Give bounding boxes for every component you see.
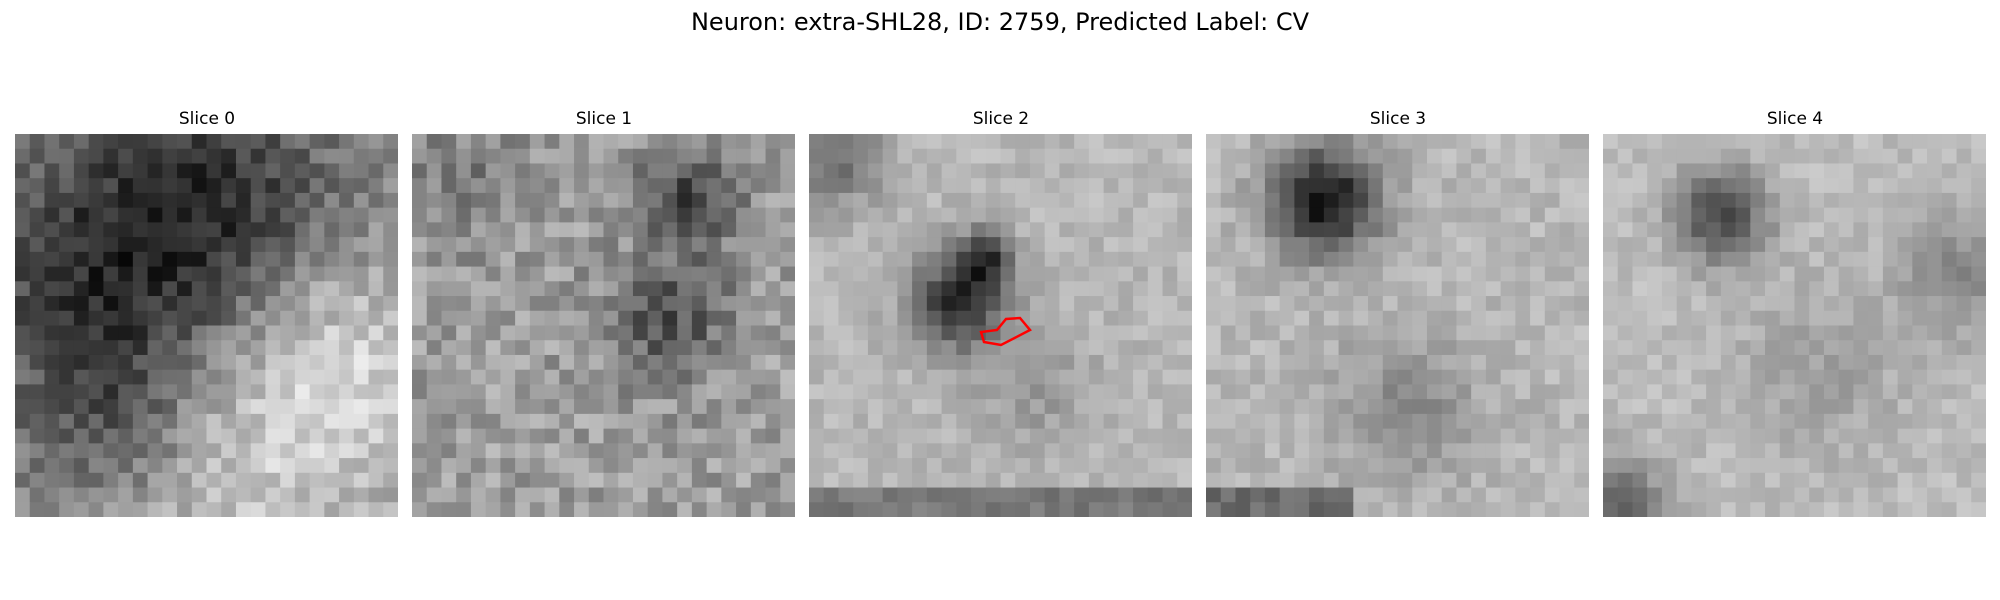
figure-title: Neuron: extra-SHL28, ID: 2759, Predicted… [690, 8, 1310, 36]
slice-title-2: Slice 2 [972, 109, 1030, 129]
annotation-outline [979, 316, 1032, 347]
slice-panel-2: Slice 2 [809, 108, 1193, 517]
slice-title-3: Slice 3 [1369, 109, 1427, 129]
slice-panel-3: Slice 3 [1206, 108, 1590, 517]
slice-title-4: Slice 4 [1766, 109, 1824, 129]
slice-image-3 [1206, 134, 1589, 517]
slice-panel-4: Slice 4 [1603, 108, 1987, 517]
slice-image-4 [1603, 134, 1986, 517]
slice-image-0 [15, 134, 398, 517]
slice-image-1 [412, 134, 795, 517]
slice-image-2 [809, 134, 1192, 517]
slice-title-1: Slice 1 [575, 109, 633, 129]
slice-panel-1: Slice 1 [412, 108, 796, 517]
slice-panel-0: Slice 0 [15, 108, 399, 517]
slice-title-0: Slice 0 [178, 109, 236, 129]
